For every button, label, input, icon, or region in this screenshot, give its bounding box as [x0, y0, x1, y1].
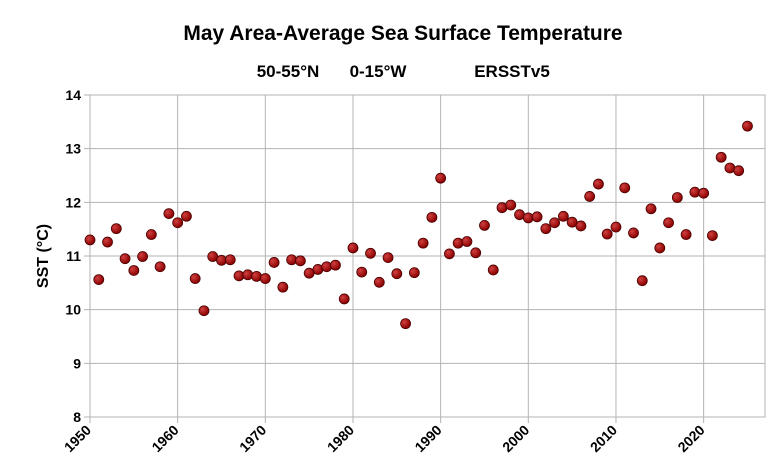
- x-tick-label: 1950: [61, 422, 94, 455]
- data-point: [391, 268, 403, 280]
- data-point: [163, 208, 175, 220]
- data-point: [479, 220, 490, 231]
- data-point: [680, 229, 692, 240]
- data-point: [435, 172, 447, 184]
- data-point: [628, 227, 639, 239]
- data-points: [84, 120, 753, 330]
- data-point: [330, 259, 341, 271]
- subtitle-longitude: 0-15°W: [350, 62, 408, 81]
- data-point: [365, 247, 376, 259]
- data-point: [145, 229, 157, 240]
- x-tick-label: 1960: [148, 422, 181, 455]
- data-point: [733, 165, 745, 177]
- data-point: [224, 254, 236, 266]
- data-point: [93, 274, 105, 286]
- data-point: [128, 265, 140, 276]
- x-tick-labels: 1950 1960 1970 1980 1990 2000 2010 2020: [61, 422, 708, 455]
- gridlines: [84, 94, 765, 423]
- x-tick-label: 1980: [324, 422, 357, 455]
- x-tick-label: 2000: [499, 422, 532, 455]
- y-tick-labels: 8 9 10 11 12 13 14: [65, 87, 81, 425]
- data-point: [294, 255, 306, 267]
- data-point: [645, 203, 657, 215]
- data-point: [671, 192, 683, 203]
- x-tick-label: 2010: [587, 422, 620, 455]
- subtitle-latitude: 50-55°N: [257, 62, 320, 81]
- data-point: [102, 236, 113, 248]
- data-point: [347, 242, 359, 254]
- data-point: [408, 267, 420, 279]
- y-tick-label: 9: [73, 355, 81, 371]
- y-axis-label: SST (°C): [35, 224, 52, 288]
- subtitle-dataset: ERSSTv5: [474, 62, 550, 81]
- data-point: [154, 261, 166, 273]
- data-point: [417, 237, 429, 249]
- data-point: [452, 237, 464, 249]
- y-tick-label: 14: [65, 87, 81, 103]
- data-point: [259, 273, 271, 284]
- data-point: [198, 305, 210, 317]
- y-tick-label: 10: [65, 302, 81, 318]
- data-point: [373, 276, 385, 288]
- data-point: [636, 275, 648, 287]
- y-tick-label: 8: [73, 409, 81, 425]
- data-point: [610, 221, 622, 233]
- data-point: [242, 269, 254, 281]
- data-point: [400, 318, 411, 330]
- plot-area: [89, 94, 766, 418]
- data-point: [549, 217, 561, 229]
- data-point: [251, 270, 262, 282]
- data-point: [575, 220, 587, 232]
- data-point: [444, 248, 455, 260]
- data-point: [461, 236, 473, 247]
- data-point: [619, 182, 631, 194]
- data-point: [172, 217, 184, 229]
- data-point: [268, 257, 280, 268]
- y-tick-label: 11: [66, 248, 81, 264]
- y-tick-label: 12: [65, 194, 81, 210]
- data-point: [742, 120, 753, 132]
- data-point: [663, 217, 674, 229]
- data-point: [584, 191, 596, 202]
- data-point: [356, 266, 368, 278]
- data-point: [601, 228, 613, 240]
- data-point: [277, 281, 289, 293]
- data-point: [531, 211, 543, 223]
- data-point: [593, 178, 604, 190]
- data-point: [487, 264, 499, 276]
- data-point: [110, 223, 122, 235]
- data-point: [470, 247, 482, 259]
- x-tick-label: 2020: [674, 422, 707, 455]
- data-point: [540, 223, 552, 235]
- data-point: [84, 234, 96, 246]
- data-point: [189, 273, 201, 284]
- x-tick-label: 1990: [411, 422, 444, 455]
- y-tick-label: 13: [65, 141, 81, 157]
- data-point: [338, 293, 350, 305]
- data-point: [698, 187, 710, 199]
- data-point: [137, 251, 148, 262]
- data-point: [557, 210, 569, 222]
- data-point: [426, 211, 438, 223]
- data-point: [382, 252, 394, 264]
- data-point: [715, 151, 727, 163]
- data-point: [707, 230, 718, 242]
- data-point: [505, 199, 517, 211]
- data-point: [181, 210, 192, 222]
- data-point: [654, 242, 666, 254]
- data-point: [321, 261, 333, 273]
- data-point: [119, 253, 131, 265]
- x-tick-label: 1970: [236, 422, 269, 455]
- chart-title: May Area-Average Sea Surface Temperature: [183, 22, 622, 45]
